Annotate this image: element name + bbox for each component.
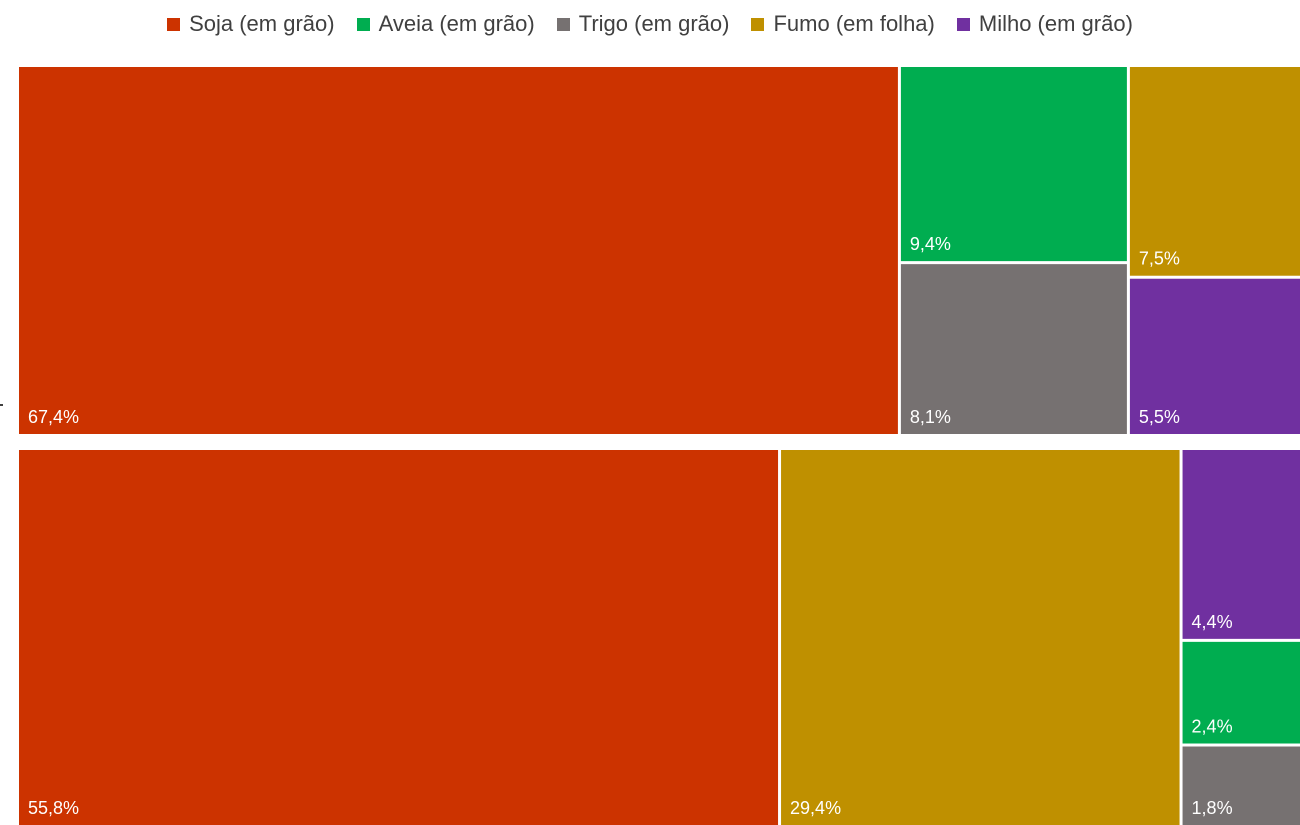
legend-swatch [751, 17, 765, 31]
data-label: 8,1% [910, 407, 951, 427]
legend-swatch [556, 17, 570, 31]
treemap-cell-1-soja [19, 67, 898, 434]
data-label: 4,4% [1192, 612, 1233, 632]
data-label: 7,5% [1139, 249, 1180, 269]
legend-swatch [956, 17, 970, 31]
data-label: 5,5% [1139, 407, 1180, 427]
treemap-cell-2-trigo [1182, 746, 1300, 825]
treemap-cell-2-fumo [781, 450, 1180, 825]
treemap-cell-1-milho [1129, 278, 1300, 434]
treemap-cell-1-trigo [900, 264, 1127, 434]
legend-item-trigo: Trigo (em grão) [556, 11, 730, 37]
treemap-cell-1-aveia [900, 67, 1127, 262]
legend-swatch [167, 17, 181, 31]
treemap-cell-1-fumo [1129, 67, 1300, 276]
legend-label: Milho (em grão) [978, 11, 1133, 36]
legend-item-milho: Milho (em grão) [956, 11, 1133, 37]
axis-tick-mark [0, 404, 3, 406]
chart-legend: Soja (em grão) Aveia (em grão) Trigo (em g… [0, 0, 1300, 48]
legend-label: Soja (em grão) [189, 11, 335, 36]
legend-label: Trigo (em grão) [578, 11, 730, 36]
data-label: 2,4% [1192, 717, 1233, 737]
legend-label: Aveia (em grão) [378, 11, 535, 36]
legend-item-fumo: Fumo (em folha) [751, 11, 935, 37]
legend-item-soja: Soja (em grão) [167, 11, 335, 37]
treemap-cell-2-milho [1182, 450, 1300, 639]
legend-label: Fumo (em folha) [773, 11, 935, 36]
legend-item-aveia: Aveia (em grão) [356, 11, 535, 37]
data-label: 67,4% [28, 407, 79, 427]
data-label: 55,8% [28, 798, 79, 818]
data-label: 1,8% [1192, 798, 1233, 818]
data-label: 9,4% [910, 234, 951, 254]
data-label: 29,4% [790, 798, 841, 818]
treemap-cell-2-soja [19, 450, 779, 825]
legend-swatch [356, 17, 370, 31]
treemap-cell-2-aveia [1182, 641, 1300, 744]
